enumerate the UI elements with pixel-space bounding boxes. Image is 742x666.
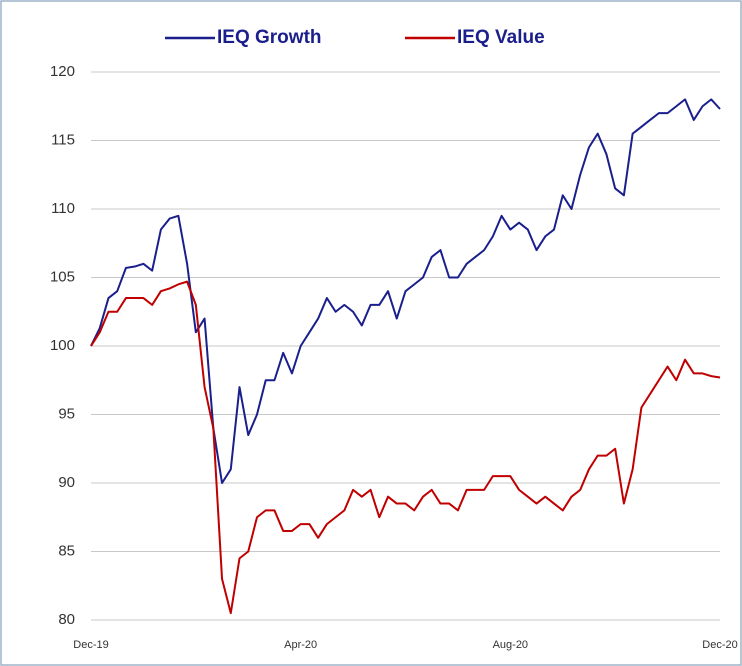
y-tick-label: 95 bbox=[58, 405, 75, 422]
y-tick-label: 85 bbox=[58, 542, 75, 559]
y-tick-label: 120 bbox=[50, 63, 75, 80]
x-tick-label: Apr-20 bbox=[284, 639, 317, 651]
legend-label: IEQ Growth bbox=[217, 27, 322, 48]
y-tick-label: 90 bbox=[58, 474, 75, 491]
y-tick-label: 115 bbox=[51, 131, 75, 148]
y-tick-label: 100 bbox=[50, 337, 75, 354]
series-line bbox=[90, 98, 721, 484]
legend-label: IEQ Value bbox=[457, 27, 545, 48]
series-line bbox=[90, 280, 721, 615]
x-tick-label: Dec-20 bbox=[702, 639, 737, 651]
y-tick-label: 105 bbox=[50, 268, 75, 285]
x-tick-label: Aug-20 bbox=[493, 639, 528, 651]
y-tick-label: 80 bbox=[58, 611, 75, 628]
x-tick-label: Dec-19 bbox=[73, 639, 108, 651]
y-tick-label: 110 bbox=[51, 200, 75, 217]
